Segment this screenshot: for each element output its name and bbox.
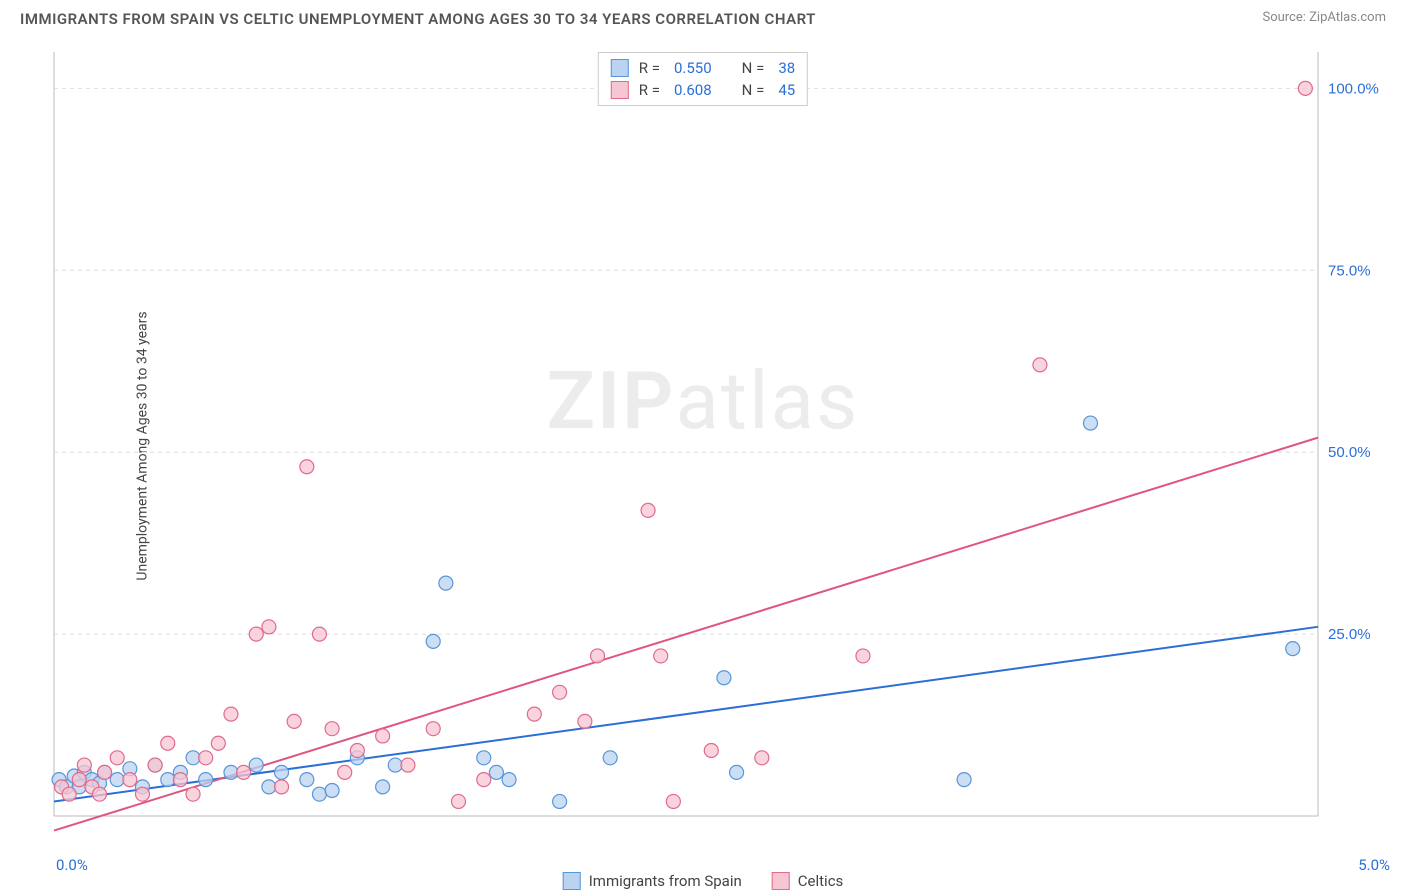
chart-title: IMMIGRANTS FROM SPAIN VS CELTIC UNEMPLOY… [20,10,816,28]
legend-swatch [563,872,581,890]
legend-series: Immigrants from Spain Celtics [563,872,844,890]
legend-stats-box: R = 0.550 N = 38 R = 0.608 N = 45 [598,52,808,106]
legend-n-value: 38 [778,59,795,77]
legend-n-label: N = [742,81,765,99]
x-axis-tick-min: 0.0% [56,856,88,874]
source-attribution: Source: ZipAtlas.com [1262,10,1386,25]
legend-series-label: Celtics [798,872,844,890]
legend-r-label: R = [639,59,660,77]
legend-series-item: Celtics [772,872,844,890]
legend-r-label: R = [639,81,660,99]
chart-area: 25.0% 50.0% 75.0% 100.0% [48,46,1388,846]
svg-text:75.0%: 75.0% [1328,262,1371,279]
legend-r-value: 0.550 [674,59,712,77]
legend-r-value: 0.608 [674,81,712,99]
legend-series-label: Immigrants from Spain [589,872,742,890]
svg-text:100.0%: 100.0% [1328,80,1379,97]
legend-series-item: Immigrants from Spain [563,872,742,890]
legend-stat-row: R = 0.608 N = 45 [611,79,795,101]
legend-n-label: N = [742,59,765,77]
legend-n-value: 45 [778,81,795,99]
legend-swatch [611,81,629,99]
svg-text:25.0%: 25.0% [1328,626,1371,643]
legend-swatch [611,59,629,77]
scatter-chart-svg: 25.0% 50.0% 75.0% 100.0% [48,46,1388,846]
legend-swatch [772,872,790,890]
svg-text:50.0%: 50.0% [1328,444,1371,461]
x-axis-tick-max: 5.0% [1358,856,1390,874]
legend-stat-row: R = 0.550 N = 38 [611,57,795,79]
